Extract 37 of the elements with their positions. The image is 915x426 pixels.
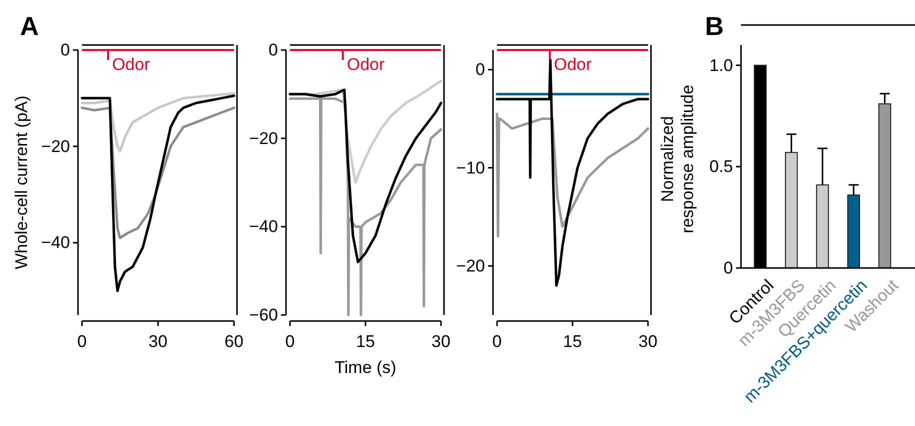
line-series — [80, 92, 236, 152]
text: B — [705, 11, 724, 41]
y-tick-label: 0.5 — [709, 157, 733, 176]
x-tick-label: 0 — [492, 332, 502, 351]
y-axis-title: Whole-cell current (pA) — [12, 96, 31, 270]
y-tick-label: 0 — [60, 40, 70, 60]
x-tick-label: 0 — [285, 332, 295, 351]
y-tick-label: 0 — [476, 60, 485, 80]
x-tick-label: 30 — [148, 332, 168, 351]
x-tick-label: 30 — [432, 332, 450, 351]
y-tick-label: −20 — [456, 256, 485, 276]
y-tick-label: −40 — [41, 233, 70, 252]
line-series — [496, 112, 650, 238]
y-tick-label: −10 — [456, 158, 485, 178]
x-tick-label: 15 — [356, 332, 375, 351]
y-tick-label: 0 — [724, 258, 733, 278]
ref-line-label: Odor — [346, 55, 385, 74]
ref-line-label: Odor — [554, 55, 592, 74]
x-tick-label: 30 — [638, 332, 658, 351]
y-tick-label: 1.0 — [709, 56, 733, 75]
bar — [847, 194, 860, 268]
y-tick-label: −20 — [41, 136, 70, 156]
x-tick-label: 60 — [224, 332, 244, 351]
ref-line-label: Odor — [112, 55, 150, 74]
bar — [816, 184, 829, 268]
line-series — [288, 97, 442, 316]
y-tick-label: 0 — [268, 40, 278, 60]
y-tick-label: −40 — [249, 217, 278, 236]
x-tick-label: 15 — [563, 332, 582, 351]
bar — [784, 152, 798, 268]
y-axis-title: Normalized response amplitude — [658, 84, 697, 234]
x-tick-label: 0 — [77, 332, 87, 351]
y-tick-label: −20 — [249, 128, 278, 148]
y-tick-label: −60 — [249, 306, 278, 324]
bar — [878, 103, 892, 268]
text: A — [20, 11, 39, 41]
x-axis-title: Time (s) — [334, 358, 396, 377]
